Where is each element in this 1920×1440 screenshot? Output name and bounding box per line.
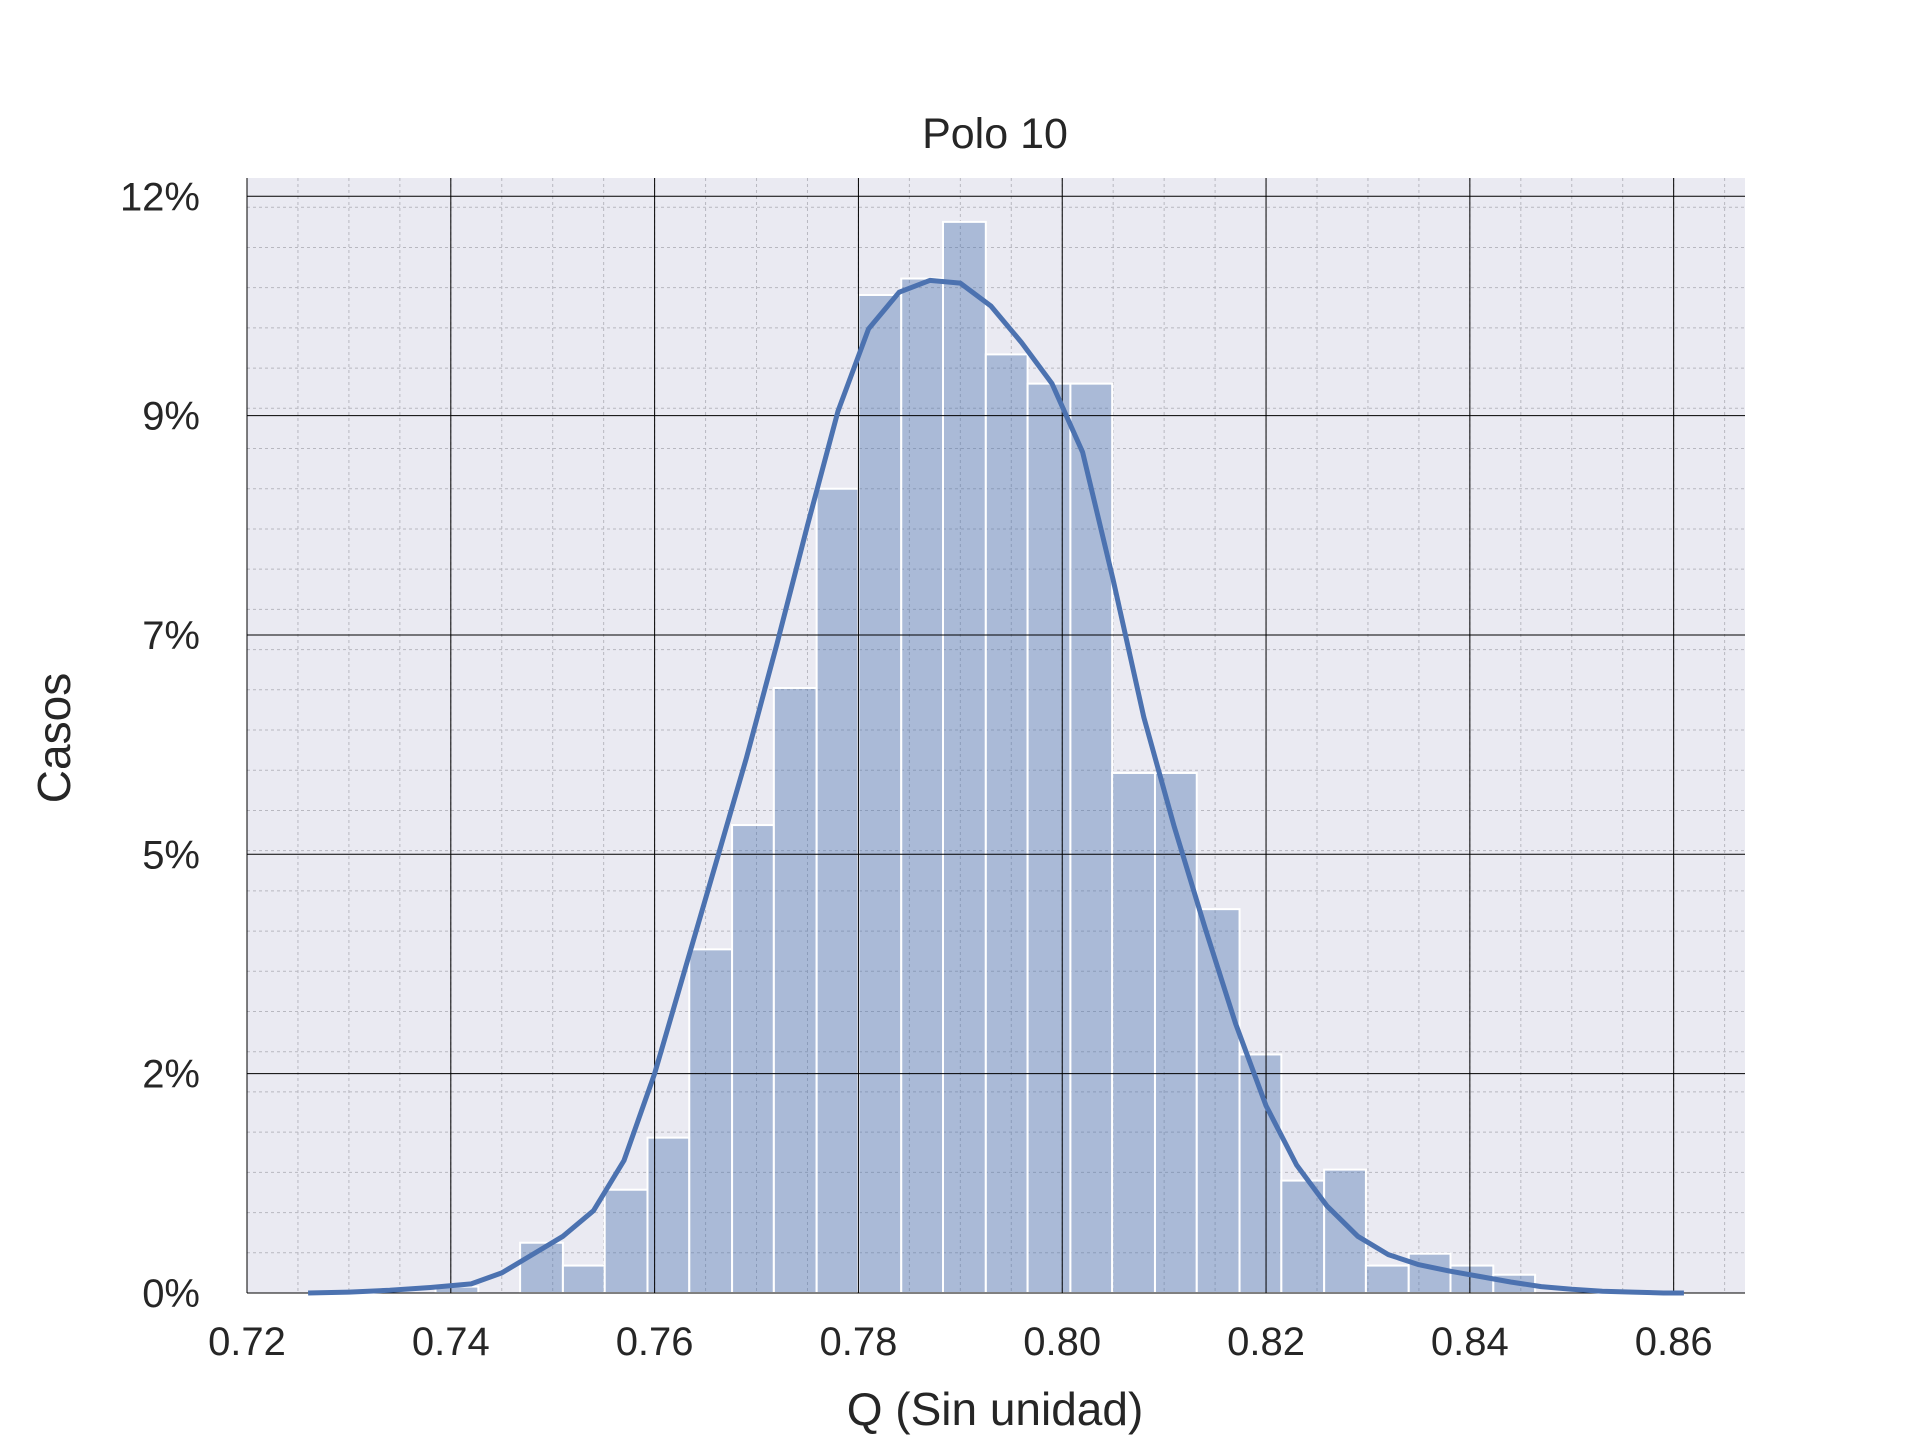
histogram-bar: [1026, 382, 1072, 1294]
y-tick-label: 7%: [142, 614, 200, 658]
major-grid: [246, 178, 1745, 1294]
x-tick-label: 0.74: [412, 1320, 490, 1364]
histogram-bar: [900, 277, 945, 1294]
minor-grid: [247, 178, 1745, 1293]
histogram-bar: [942, 220, 987, 1294]
y-tick-label: 0%: [142, 1272, 200, 1316]
histogram-bar: [984, 353, 1029, 1294]
x-tick-label: 0.76: [616, 1320, 694, 1364]
histogram-bar: [1407, 1252, 1452, 1294]
y-tick-labels: 0% 2% 5% 7% 9% 12%: [120, 175, 200, 1316]
y-tick-label: 5%: [142, 833, 200, 877]
histogram-bar: [772, 686, 818, 1294]
x-tick-label: 0.72: [208, 1320, 286, 1364]
chart-title: Polo 10: [922, 110, 1068, 158]
histogram-bar: [857, 293, 903, 1295]
plot-background: [247, 178, 1745, 1293]
histogram-bar: [1111, 771, 1156, 1294]
x-tick-label: 0.78: [819, 1320, 897, 1364]
histogram-bar: [1280, 1179, 1326, 1294]
x-tick-label: 0.80: [1023, 1320, 1101, 1364]
histogram-bars: [434, 220, 1537, 1295]
histogram-bar: [1323, 1168, 1367, 1295]
histogram-bar: [688, 948, 734, 1294]
y-tick-label: 9%: [142, 395, 200, 439]
y-tick-label: 12%: [120, 175, 200, 219]
y-axis-label: Casos: [28, 673, 80, 803]
x-tick-label: 0.82: [1227, 1320, 1305, 1364]
histogram-bar: [815, 487, 860, 1294]
y-tick-label: 2%: [142, 1053, 200, 1097]
x-tick-label: 0.84: [1431, 1320, 1509, 1364]
histogram-bar: [603, 1188, 649, 1295]
histogram-bar: [1153, 771, 1198, 1294]
histogram-bar: [731, 824, 775, 1294]
histogram-bar: [1238, 1053, 1283, 1295]
kde-curve: [308, 277, 1684, 1296]
x-tick-label: 0.86: [1635, 1320, 1713, 1364]
histogram-bar: [1069, 382, 1114, 1294]
x-axis-label: Q (Sin unidad): [847, 1383, 1144, 1435]
histogram-bar: [646, 1136, 691, 1294]
histogram-bar: [561, 1264, 606, 1294]
histogram-bar: [1364, 1264, 1410, 1294]
x-tick-labels: 0.72 0.74 0.76 0.78 0.80 0.82 0.84 0.86: [208, 1320, 1713, 1364]
